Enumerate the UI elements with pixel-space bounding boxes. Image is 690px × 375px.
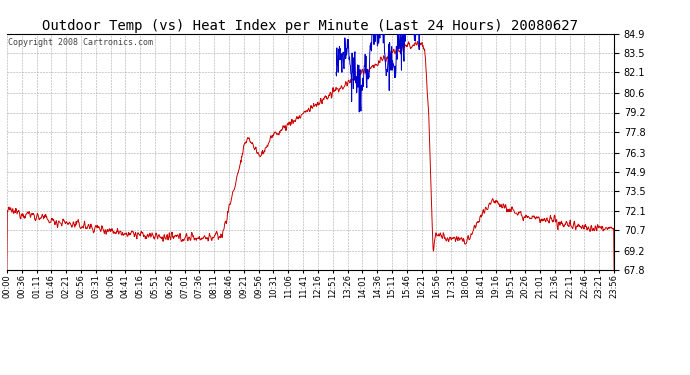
Title: Outdoor Temp (vs) Heat Index per Minute (Last 24 Hours) 20080627: Outdoor Temp (vs) Heat Index per Minute … [43,19,578,33]
Text: Copyright 2008 Cartronics.com: Copyright 2008 Cartronics.com [8,39,153,48]
